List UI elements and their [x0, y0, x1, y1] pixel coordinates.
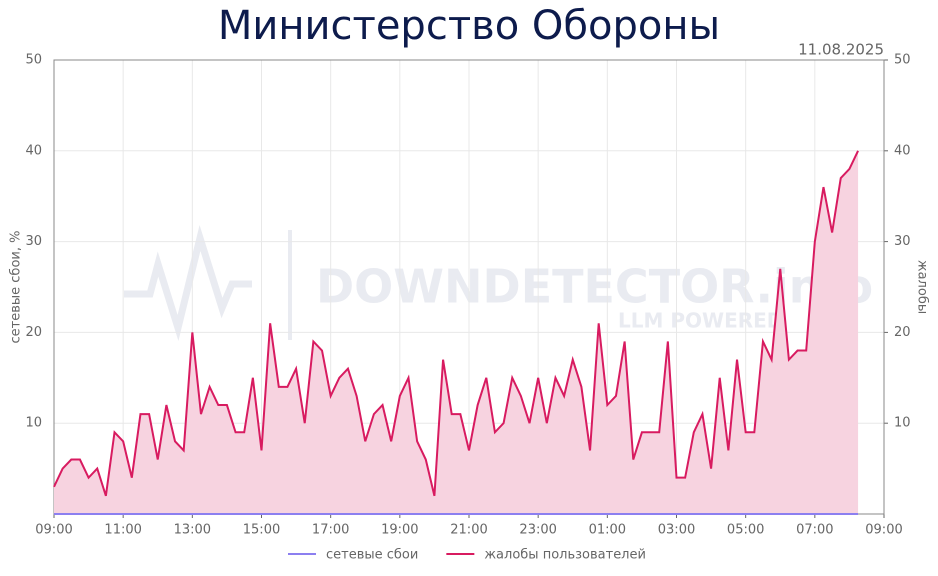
- y2-tick-label: 40: [894, 143, 911, 158]
- y-tick-label: 50: [25, 53, 42, 68]
- x-tick-label: 05:00: [727, 523, 764, 538]
- y-axis-label: сетевые сбои, %: [9, 231, 24, 344]
- y-tick-label: 30: [25, 234, 42, 249]
- y2-tick-label: 10: [894, 416, 911, 431]
- y-tick-label: 40: [25, 143, 42, 158]
- x-tick-label: 21:00: [450, 523, 487, 538]
- chart-title: Министерство Обороны: [218, 3, 720, 49]
- x-tick-label: 09:00: [35, 523, 72, 538]
- x-tick-label: 23:00: [519, 523, 556, 538]
- line: [53, 150, 859, 497]
- x-tick-label: 17:00: [312, 523, 349, 538]
- y2-tick-label: 30: [894, 234, 911, 249]
- x-tick-label: 07:00: [796, 523, 833, 538]
- x-tick-label: 01:00: [589, 523, 626, 538]
- x-tick-label: 13:00: [174, 523, 211, 538]
- area: [54, 150, 859, 515]
- x-tick-label: 19:00: [381, 523, 418, 538]
- watermark-sub: LLM POWERED: [618, 309, 783, 333]
- x-tick-label: 09:00: [865, 523, 902, 538]
- y2-axis-label: жалобы: [915, 260, 930, 314]
- watermark-logo: [124, 224, 252, 342]
- date: 11.08.2025: [798, 41, 884, 59]
- x-tick-label: 11:00: [104, 523, 141, 538]
- y-tick-label: 10: [25, 416, 42, 431]
- y2-tick-label: 50: [894, 53, 911, 68]
- x-tick-label: 15:00: [243, 523, 280, 538]
- x-tick-label: 03:00: [658, 523, 695, 538]
- legend-label: сетевые сбои: [326, 548, 418, 563]
- y-tick-label: 20: [25, 325, 42, 340]
- y2-tick-label: 20: [894, 325, 911, 340]
- legend-label: жалобы пользователей: [484, 548, 646, 563]
- watermark: DOWNDETECTOR.info LLM POWERED: [124, 224, 873, 342]
